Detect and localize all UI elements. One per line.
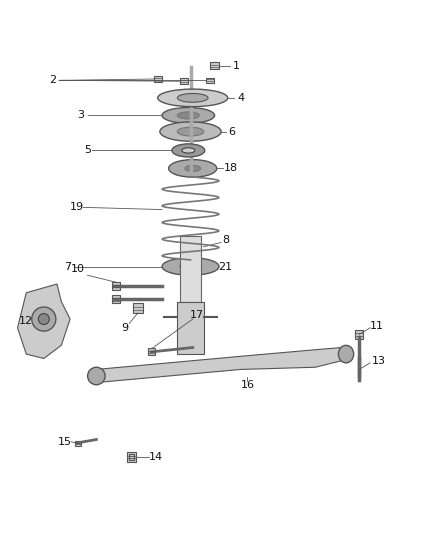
- Text: 7: 7: [64, 262, 71, 271]
- Text: 16: 16: [240, 379, 254, 390]
- Ellipse shape: [177, 127, 204, 136]
- FancyBboxPatch shape: [112, 295, 120, 303]
- Ellipse shape: [158, 89, 228, 107]
- Text: 15: 15: [58, 437, 72, 447]
- Text: 3: 3: [78, 110, 85, 120]
- FancyBboxPatch shape: [180, 236, 201, 302]
- FancyBboxPatch shape: [148, 349, 155, 356]
- Polygon shape: [96, 348, 350, 383]
- Text: 19: 19: [70, 203, 84, 212]
- Text: 9: 9: [121, 323, 128, 333]
- Text: 14: 14: [148, 452, 162, 462]
- Polygon shape: [18, 284, 70, 359]
- FancyBboxPatch shape: [127, 452, 136, 462]
- Text: 17: 17: [190, 310, 204, 320]
- Text: 11: 11: [370, 321, 384, 330]
- Text: 1: 1: [233, 61, 240, 71]
- FancyBboxPatch shape: [154, 76, 162, 82]
- FancyBboxPatch shape: [206, 77, 214, 83]
- FancyBboxPatch shape: [112, 282, 120, 290]
- Ellipse shape: [162, 258, 219, 275]
- Ellipse shape: [39, 313, 49, 325]
- FancyBboxPatch shape: [210, 62, 219, 69]
- Ellipse shape: [88, 367, 105, 385]
- Ellipse shape: [162, 108, 215, 123]
- Ellipse shape: [185, 165, 201, 172]
- Text: 10: 10: [71, 264, 85, 273]
- Ellipse shape: [180, 263, 201, 270]
- FancyBboxPatch shape: [133, 303, 143, 313]
- Text: 4: 4: [237, 93, 244, 103]
- Ellipse shape: [177, 93, 208, 102]
- Text: 18: 18: [224, 164, 238, 173]
- Ellipse shape: [169, 159, 217, 177]
- Text: 13: 13: [372, 356, 386, 366]
- Ellipse shape: [338, 345, 354, 363]
- Ellipse shape: [32, 307, 56, 331]
- Text: 8: 8: [222, 235, 229, 245]
- FancyBboxPatch shape: [180, 78, 188, 84]
- Ellipse shape: [182, 148, 195, 153]
- Text: 5: 5: [84, 146, 91, 156]
- Ellipse shape: [172, 144, 205, 157]
- Text: 2: 2: [49, 75, 56, 85]
- Text: 6: 6: [229, 127, 236, 136]
- Ellipse shape: [177, 112, 199, 119]
- Ellipse shape: [160, 122, 221, 141]
- FancyBboxPatch shape: [355, 329, 363, 339]
- FancyBboxPatch shape: [177, 302, 204, 354]
- FancyBboxPatch shape: [74, 441, 81, 446]
- FancyBboxPatch shape: [129, 455, 134, 459]
- Text: 21: 21: [219, 262, 233, 271]
- Text: 12: 12: [19, 316, 33, 326]
